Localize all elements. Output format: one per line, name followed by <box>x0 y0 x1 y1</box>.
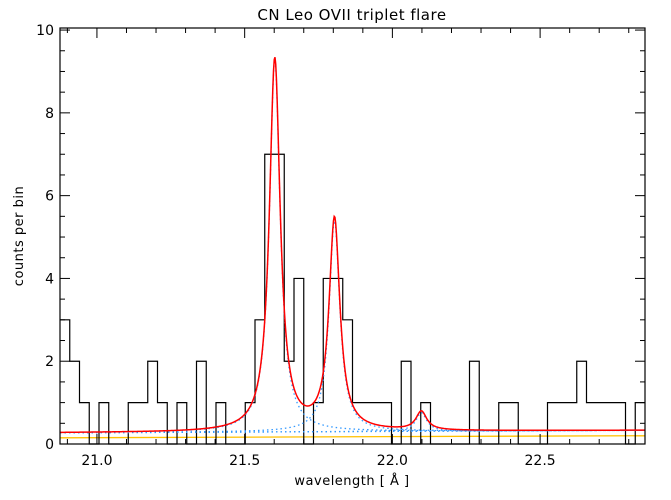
y-tick-label: 0 <box>45 437 54 453</box>
background-line <box>59 435 646 439</box>
line-component-3 <box>59 411 646 434</box>
x-tick-label: 21.5 <box>229 453 260 469</box>
y-axis-title: counts per bin <box>12 186 27 286</box>
y-tick-label: 2 <box>45 354 54 370</box>
chart-title: CN Leo OVII triplet flare <box>257 6 446 24</box>
y-tick-label: 8 <box>45 106 54 122</box>
model-total <box>59 56 645 434</box>
plot-area: 21.0 21.5 22.0 22.5 0 2 4 6 8 10 <box>36 23 646 469</box>
y-tick-label: 10 <box>36 23 54 39</box>
y-tick-label: 4 <box>45 271 54 287</box>
x-tick-label: 22.0 <box>377 453 408 469</box>
x-tick-label: 22.5 <box>525 453 556 469</box>
x-tick-label: 21.0 <box>81 453 112 469</box>
histogram <box>60 153 645 445</box>
plot-frame <box>59 27 646 445</box>
y-tick-label: 6 <box>45 189 54 205</box>
x-axis-title: wavelength [ Å ] <box>294 473 409 489</box>
